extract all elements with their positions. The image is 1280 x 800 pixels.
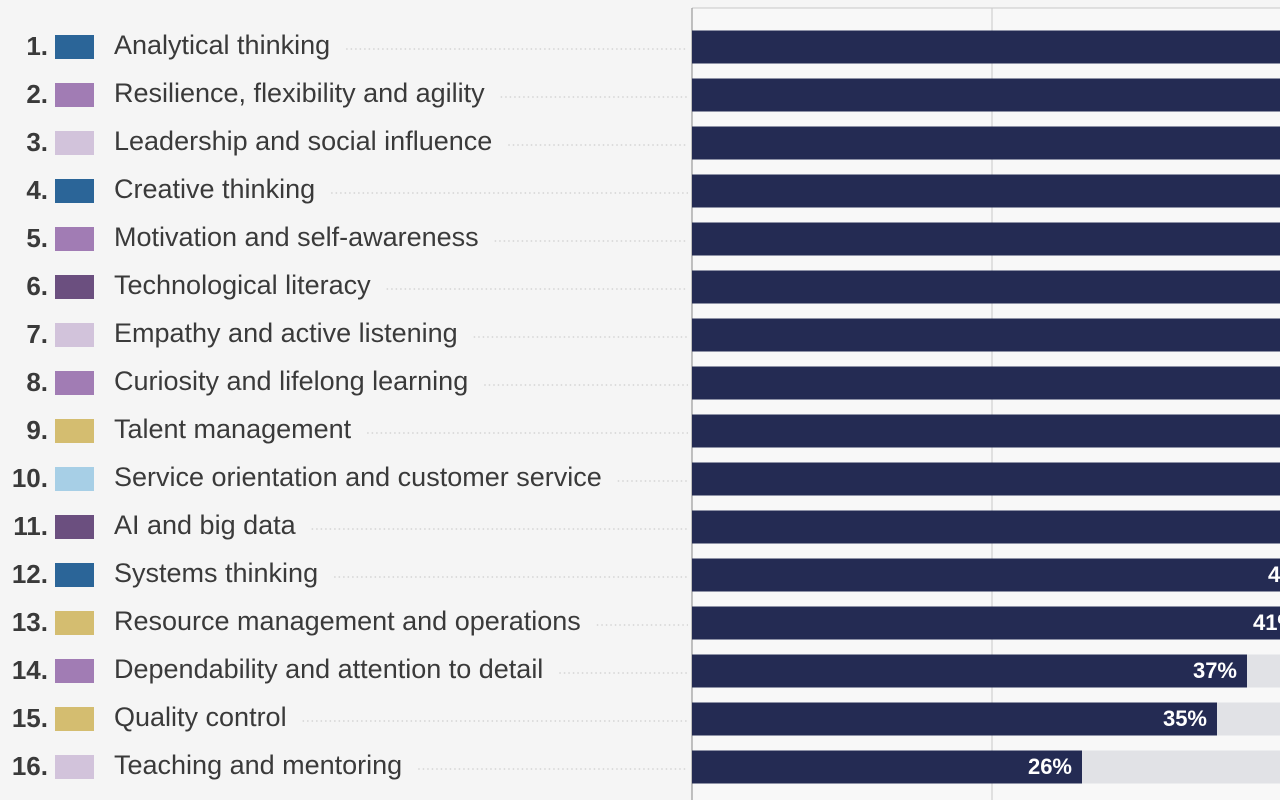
rank: 9. [26,415,48,445]
rank: 2. [26,79,48,109]
bar [692,702,1217,736]
rank: 7. [26,319,48,349]
category-swatch [55,467,94,491]
bar [692,126,1280,160]
value-label: 35% [1163,706,1207,731]
category-label: AI and big data [114,510,297,540]
bar [692,606,1280,640]
category-label: Curiosity and lifelong learning [114,366,468,396]
category-swatch [55,35,94,59]
category-label: Teaching and mentoring [114,750,402,780]
category-swatch [55,419,94,443]
category-label: Dependability and attention to detail [114,654,543,684]
bar [692,366,1280,400]
category-label: Creative thinking [114,174,315,204]
rank: 1. [26,31,48,61]
category-swatch [55,83,94,107]
bar [692,750,1082,784]
category-label: Talent management [114,414,352,444]
value-label: 42% [1268,562,1280,587]
category-swatch [55,323,94,347]
category-swatch [55,755,94,779]
category-label: Resilience, flexibility and agility [114,78,485,108]
rank: 16. [12,751,48,781]
value-label: 41% [1253,610,1280,635]
category-swatch [55,707,94,731]
category-label: Leadership and social influence [114,126,492,156]
category-label: Systems thinking [114,558,318,588]
category-label: Service orientation and customer service [114,462,602,492]
bar [692,558,1280,592]
rank: 4. [26,175,48,205]
value-label: 37% [1193,658,1237,683]
bar [692,510,1280,544]
category-label: Technological literacy [114,270,371,300]
category-label: Empathy and active listening [114,318,458,348]
rank: 11. [13,511,48,541]
bar [692,78,1280,112]
category-swatch [55,371,94,395]
category-swatch [55,275,94,299]
category-swatch [55,563,94,587]
value-label: 26% [1028,754,1072,779]
rank: 12. [12,559,48,589]
bar [692,30,1280,64]
category-label: Motivation and self-awareness [114,222,479,252]
category-label: Quality control [114,702,287,732]
category-swatch [55,179,94,203]
rank: 13. [12,607,48,637]
bar [692,654,1247,688]
bar [692,174,1280,208]
rank: 8. [26,367,48,397]
category-swatch [55,659,94,683]
rank: 3. [26,127,48,157]
bar [692,414,1280,448]
bar [692,462,1280,496]
rank: 14. [12,655,48,685]
bar [692,222,1280,256]
bar [692,270,1280,304]
bar [692,318,1280,352]
category-swatch [55,515,94,539]
rank: 10. [12,463,48,493]
category-swatch [55,227,94,251]
category-label: Analytical thinking [114,30,330,60]
category-swatch [55,611,94,635]
category-swatch [55,131,94,155]
rank: 5. [26,223,48,253]
category-label: Resource management and operations [114,606,581,636]
rank: 6. [26,271,48,301]
rank: 15. [12,703,48,733]
